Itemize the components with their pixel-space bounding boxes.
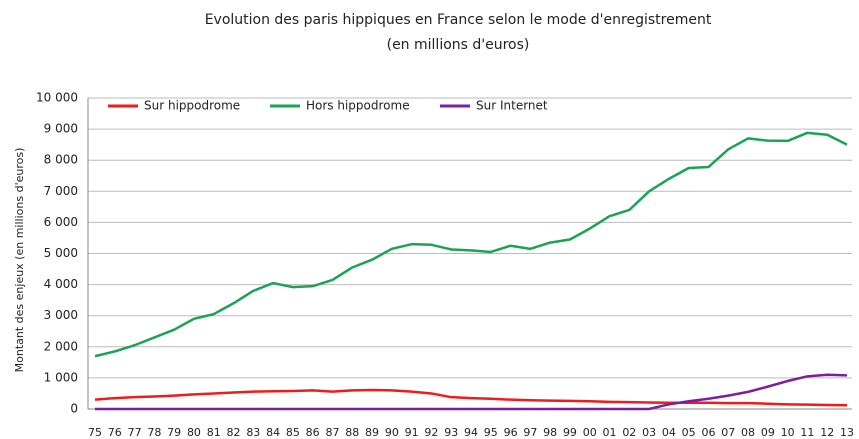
x-tick-label: 85: [286, 426, 300, 439]
y-tick-label: 5 000: [44, 246, 78, 260]
series-line: [94, 388, 848, 407]
x-tick-label: 99: [563, 426, 577, 439]
x-tick-label: 82: [227, 426, 241, 439]
x-tick-label: 96: [504, 426, 518, 439]
x-tick-label: 84: [266, 426, 280, 439]
y-tick-label: 10 000: [36, 91, 78, 105]
x-tick-label: 07: [721, 426, 735, 439]
x-tick-label: 76: [108, 426, 122, 439]
x-tick-label: 02: [622, 426, 636, 439]
x-tick-label: 00: [583, 426, 597, 439]
y-tick-label: 3 000: [44, 308, 78, 322]
x-tick-label: 13: [840, 426, 854, 439]
y-axis-label: Montant des enjeux (en millions d'euros): [13, 148, 26, 373]
x-tick-label: 91: [405, 426, 419, 439]
legend-label: Sur Internet: [476, 99, 548, 113]
y-tick-label: 1 000: [44, 370, 78, 384]
y-tick-label: 4 000: [44, 277, 78, 291]
x-tick-label: 92: [424, 426, 438, 439]
legend-label: Sur hippodrome: [144, 99, 240, 113]
x-tick-label: 06: [701, 426, 715, 439]
x-tick-label: 75: [88, 426, 102, 439]
x-tick-label: 78: [147, 426, 161, 439]
x-tick-label: 89: [365, 426, 379, 439]
y-tick-label: 2 000: [44, 339, 78, 353]
x-tick-label: 81: [207, 426, 221, 439]
y-tick-label: 8 000: [44, 153, 78, 167]
chart-subtitle: (en millions d'euros): [387, 37, 530, 53]
x-tick-label: 98: [543, 426, 557, 439]
x-tick-label: 01: [603, 426, 617, 439]
series-line: [95, 373, 848, 411]
chart-title: Evolution des paris hippiques en France …: [205, 12, 712, 28]
x-tick-label: 10: [781, 426, 795, 439]
x-tick-label: 97: [523, 426, 537, 439]
x-tick-label: 09: [761, 426, 775, 439]
series-line: [94, 131, 848, 358]
x-tick-label: 79: [167, 426, 181, 439]
x-tick-label: 08: [741, 426, 755, 439]
x-tick-label: 80: [187, 426, 201, 439]
x-tick-label: 04: [662, 426, 676, 439]
y-tick-label: 6 000: [44, 215, 78, 229]
legend-label: Hors hippodrome: [306, 99, 410, 113]
x-tick-label: 05: [682, 426, 696, 439]
x-tick-label: 87: [325, 426, 339, 439]
x-tick-label: 77: [128, 426, 142, 439]
x-tick-label: 86: [306, 426, 320, 439]
x-tick-label: 88: [345, 426, 359, 439]
x-tick-label: 95: [484, 426, 498, 439]
x-tick-label: 93: [444, 426, 458, 439]
x-tick-label: 11: [800, 426, 814, 439]
y-tick-label: 7 000: [44, 184, 78, 198]
x-tick-label: 83: [246, 426, 260, 439]
x-tick-label: 90: [385, 426, 399, 439]
x-tick-label: 12: [820, 426, 834, 439]
x-tick-label: 94: [464, 426, 478, 439]
x-tick-label: 03: [642, 426, 656, 439]
y-tick-label: 9 000: [44, 122, 78, 136]
y-tick-label: 0: [70, 402, 78, 416]
